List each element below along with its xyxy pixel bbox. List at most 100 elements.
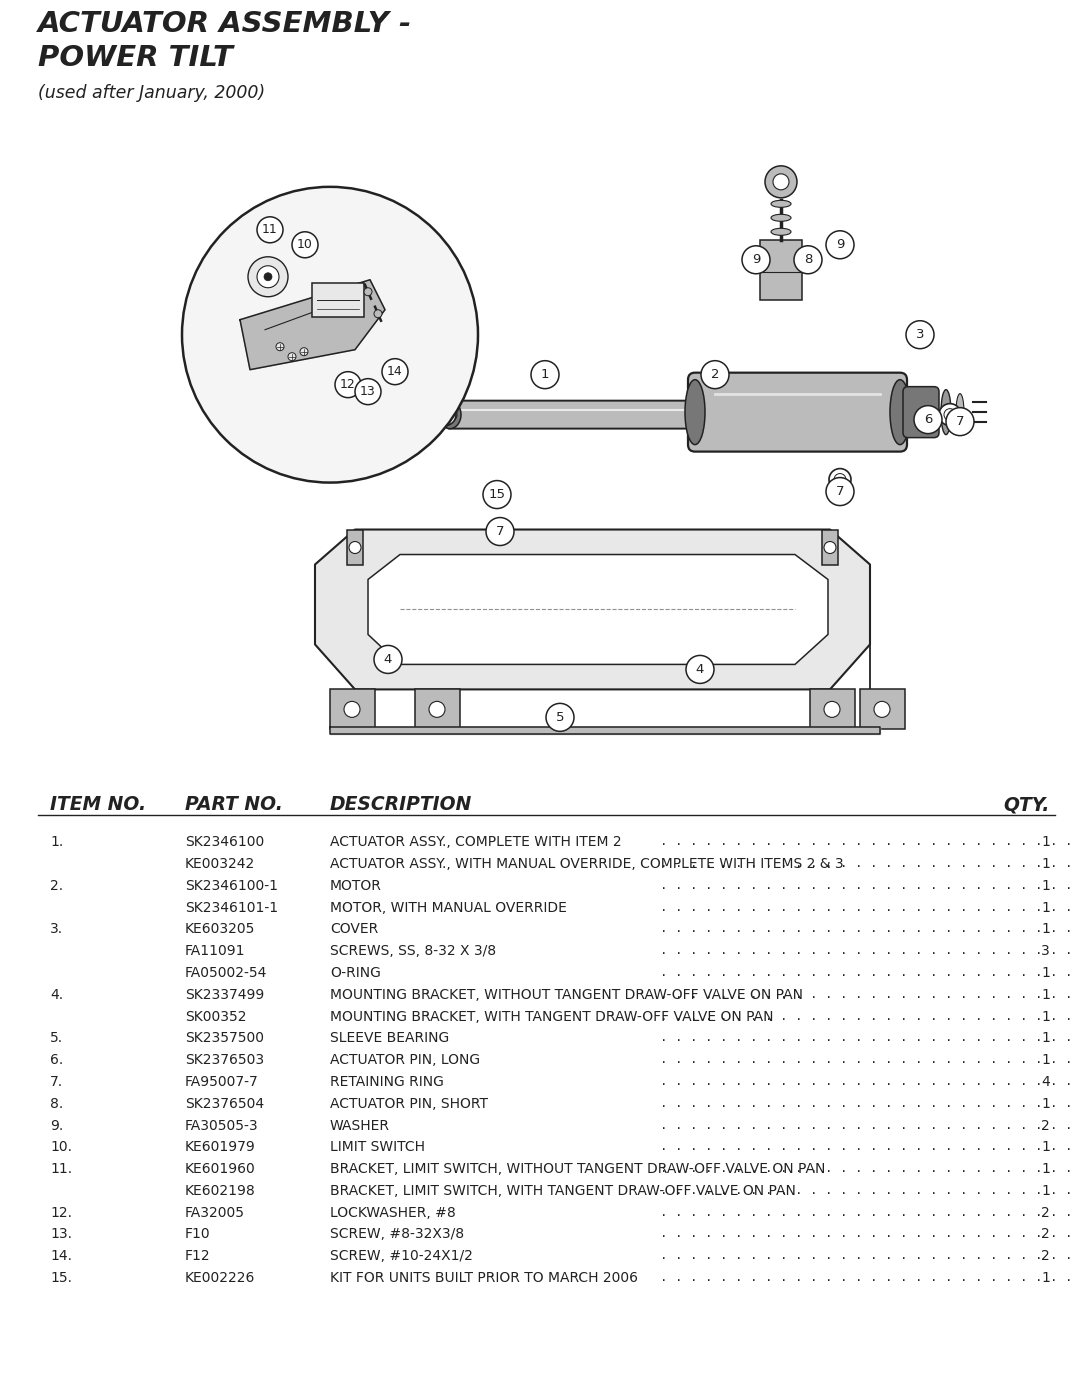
- Polygon shape: [368, 555, 828, 665]
- Text: 11.: 11.: [50, 1162, 72, 1176]
- Text: 13: 13: [360, 386, 376, 398]
- Text: 7.: 7.: [50, 1074, 63, 1090]
- Text: . . . . . . . . . . . . . . . . . . . . . . . . . . . . . . . . . . . . . . . . : . . . . . . . . . . . . . . . . . . . . …: [660, 901, 1080, 914]
- Text: LOCKWASHER, #8: LOCKWASHER, #8: [330, 1206, 456, 1220]
- Text: KE002226: KE002226: [185, 1271, 255, 1285]
- Circle shape: [264, 272, 272, 281]
- Text: . . . . . . . . . . . . . . . . . . . . . . . . . . . . . . . . . . . . . . . . : . . . . . . . . . . . . . . . . . . . . …: [660, 1140, 1080, 1154]
- Text: 8.: 8.: [50, 1097, 64, 1111]
- Text: 11: 11: [262, 224, 278, 236]
- Circle shape: [944, 409, 956, 420]
- FancyBboxPatch shape: [347, 529, 363, 564]
- Text: 1: 1: [1041, 1140, 1050, 1154]
- Text: 13.: 13.: [50, 1228, 72, 1242]
- Text: KE601979: KE601979: [185, 1140, 256, 1154]
- Text: 4: 4: [1041, 1074, 1050, 1090]
- Circle shape: [834, 474, 846, 486]
- Text: . . . . . . . . . . . . . . . . . . . . . . . . . . . . . . . . . . . . . . . . : . . . . . . . . . . . . . . . . . . . . …: [660, 1031, 1080, 1045]
- Circle shape: [292, 232, 318, 258]
- Text: . . . . . . . . . . . . . . . . . . . . . . . . . . . . . . . . . . . . . . . . : . . . . . . . . . . . . . . . . . . . . …: [660, 1206, 1080, 1218]
- Text: COVER: COVER: [330, 922, 378, 936]
- Text: 1: 1: [1041, 858, 1050, 872]
- Text: PART NO.: PART NO.: [185, 795, 283, 814]
- Text: 1: 1: [1041, 1162, 1050, 1176]
- Text: (used after January, 2000): (used after January, 2000): [38, 84, 265, 102]
- Circle shape: [438, 409, 451, 420]
- Circle shape: [257, 265, 279, 288]
- Text: KE602198: KE602198: [185, 1183, 256, 1197]
- Text: . . . . . . . . . . . . . . . . . . . . . . . . . . . . . . . . . . . . . . . . : . . . . . . . . . . . . . . . . . . . . …: [660, 858, 1080, 870]
- Text: FA32005: FA32005: [185, 1206, 245, 1220]
- Circle shape: [374, 645, 402, 673]
- Circle shape: [382, 359, 408, 384]
- Text: . . . . . . . . . . . . . . . . . . . . . . . . . . . . . . . . . . . . . . . . : . . . . . . . . . . . . . . . . . . . . …: [660, 988, 1080, 1000]
- Ellipse shape: [941, 390, 951, 434]
- FancyBboxPatch shape: [330, 689, 375, 729]
- Text: FA05002-54: FA05002-54: [185, 967, 268, 981]
- FancyBboxPatch shape: [903, 387, 939, 437]
- Circle shape: [248, 257, 288, 296]
- Text: 2: 2: [1041, 1206, 1050, 1220]
- Text: . . . . . . . . . . . . . . . . . . . . . . . . . . . . . . . . . . . . . . . . : . . . . . . . . . . . . . . . . . . . . …: [660, 967, 1080, 979]
- Text: 1: 1: [1041, 1097, 1050, 1111]
- Circle shape: [939, 404, 961, 426]
- Text: SCREW, #10-24X1/2: SCREW, #10-24X1/2: [330, 1249, 473, 1263]
- Text: 2: 2: [1041, 1228, 1050, 1242]
- Text: . . . . . . . . . . . . . . . . . . . . . . . . . . . . . . . . . . . . . . . . : . . . . . . . . . . . . . . . . . . . . …: [660, 1010, 1080, 1023]
- Text: KIT FOR UNITS BUILT PRIOR TO MARCH 2006: KIT FOR UNITS BUILT PRIOR TO MARCH 2006: [330, 1271, 638, 1285]
- Text: 1: 1: [1041, 879, 1050, 893]
- Text: ACTUATOR PIN, LONG: ACTUATOR PIN, LONG: [330, 1053, 481, 1067]
- Text: POWER TILT: POWER TILT: [38, 43, 233, 73]
- Text: SK2376503: SK2376503: [185, 1053, 265, 1067]
- Text: KE603205: KE603205: [185, 922, 255, 936]
- FancyBboxPatch shape: [760, 240, 802, 300]
- Text: . . . . . . . . . . . . . . . . . . . . . . . . . . . . . . . . . . . . . . . . : . . . . . . . . . . . . . . . . . . . . …: [660, 1228, 1080, 1241]
- Text: 1: 1: [1041, 1031, 1050, 1045]
- Text: . . . . . . . . . . . . . . . . . . . . . . . . . . . . . . . . . . . . . . . . : . . . . . . . . . . . . . . . . . . . . …: [660, 1053, 1080, 1066]
- Text: O-RING: O-RING: [330, 967, 381, 981]
- Text: . . . . . . . . . . . . . . . . . . . . . . . . . . . . . . . . . . . . . . . . : . . . . . . . . . . . . . . . . . . . . …: [660, 944, 1080, 957]
- Text: 7: 7: [836, 485, 845, 499]
- Text: MOUNTING BRACKET, WITH TANGENT DRAW-OFF VALVE ON PAN: MOUNTING BRACKET, WITH TANGENT DRAW-OFF …: [330, 1010, 773, 1024]
- Text: F12: F12: [185, 1249, 211, 1263]
- Text: ACTUATOR ASSY., COMPLETE WITH ITEM 2: ACTUATOR ASSY., COMPLETE WITH ITEM 2: [330, 835, 622, 849]
- Text: 12.: 12.: [50, 1206, 72, 1220]
- Circle shape: [914, 405, 942, 433]
- Circle shape: [686, 655, 714, 683]
- Text: 10.: 10.: [50, 1140, 72, 1154]
- Ellipse shape: [890, 380, 910, 444]
- FancyBboxPatch shape: [312, 282, 364, 317]
- Text: . . . . . . . . . . . . . . . . . . . . . . . . . . . . . . . . . . . . . . . . : . . . . . . . . . . . . . . . . . . . . …: [660, 1074, 1080, 1088]
- FancyBboxPatch shape: [860, 689, 905, 729]
- Text: 14.: 14.: [50, 1249, 72, 1263]
- Text: MOTOR, WITH MANUAL OVERRIDE: MOTOR, WITH MANUAL OVERRIDE: [330, 901, 567, 915]
- Text: SCREWS, SS, 8-32 X 3/8: SCREWS, SS, 8-32 X 3/8: [330, 944, 496, 958]
- Text: DESCRIPTION: DESCRIPTION: [330, 795, 472, 814]
- Text: 1: 1: [1041, 901, 1050, 915]
- Text: KE601960: KE601960: [185, 1162, 256, 1176]
- Circle shape: [773, 173, 789, 190]
- Polygon shape: [240, 279, 384, 370]
- Circle shape: [276, 342, 284, 351]
- Text: SLEEVE BEARING: SLEEVE BEARING: [330, 1031, 449, 1045]
- Circle shape: [257, 217, 283, 243]
- Text: 1: 1: [1041, 1053, 1050, 1067]
- Text: 3.: 3.: [50, 922, 63, 936]
- FancyBboxPatch shape: [822, 529, 838, 564]
- Text: 3: 3: [916, 328, 924, 341]
- Text: 4: 4: [696, 664, 704, 676]
- Text: ACTUATOR ASSEMBLY -: ACTUATOR ASSEMBLY -: [38, 10, 413, 38]
- Text: ACTUATOR ASSY., WITH MANUAL OVERRIDE, COMPLETE WITH ITEMS 2 & 3: ACTUATOR ASSY., WITH MANUAL OVERRIDE, CO…: [330, 858, 843, 872]
- Text: LIMIT SWITCH: LIMIT SWITCH: [330, 1140, 426, 1154]
- Text: 2.: 2.: [50, 879, 63, 893]
- Text: SK2346101-1: SK2346101-1: [185, 901, 279, 915]
- Circle shape: [824, 542, 836, 553]
- Circle shape: [765, 166, 797, 198]
- Circle shape: [824, 701, 840, 718]
- Circle shape: [826, 231, 854, 258]
- Circle shape: [288, 352, 296, 360]
- Text: . . . . . . . . . . . . . . . . . . . . . . . . . . . . . . . . . . . . . . . . : . . . . . . . . . . . . . . . . . . . . …: [660, 1249, 1080, 1263]
- Text: 4: 4: [383, 652, 392, 666]
- Circle shape: [364, 288, 372, 296]
- Text: 5: 5: [556, 711, 564, 724]
